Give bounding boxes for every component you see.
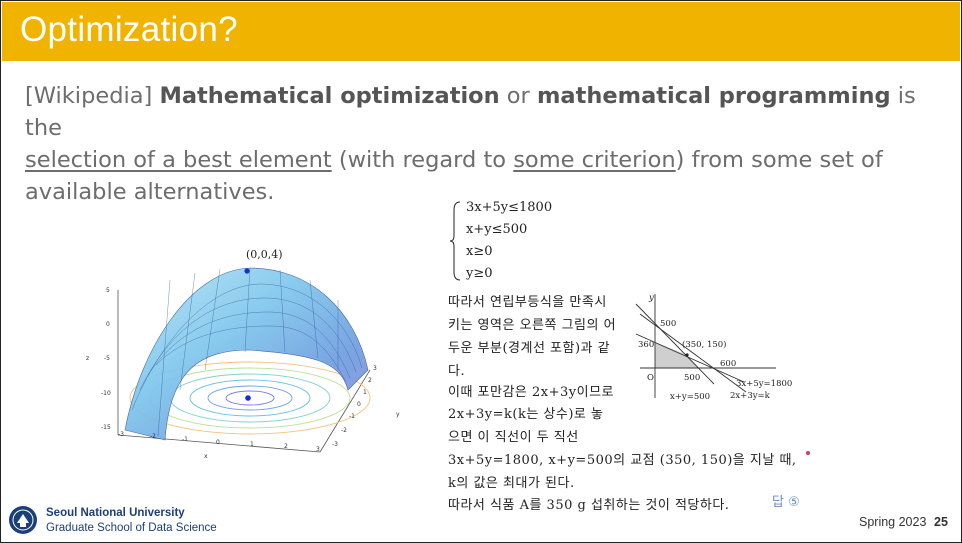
lp-line-3x5y: 3x+5y=1800 [736, 379, 792, 389]
y-tick: 1 [363, 389, 367, 396]
inequality-2: x+y≤500 [466, 222, 528, 237]
answer-badge: 답 ⑤ [772, 495, 800, 510]
snu-logo-icon [9, 506, 37, 534]
text-line: 따라서 연립부등식을 만족시 [448, 295, 607, 310]
university-name: Seoul National University [46, 507, 185, 519]
lp-origin: O [647, 373, 654, 383]
def-term-programming: mathematical programming [536, 83, 891, 109]
page-number: 25 [934, 515, 948, 529]
lp-label-600: 600 [720, 359, 736, 369]
y-tick: 2 [368, 377, 372, 384]
z-tick: -15 [101, 424, 111, 431]
x-tick: 3 [316, 446, 320, 453]
school-name: Graduate School of Data Science [46, 522, 217, 534]
z-tick: -5 [104, 355, 110, 362]
y-tick: 3 [373, 365, 377, 372]
y-tick: 0 [357, 401, 361, 408]
text-line: 두운 부분(경계선 포함)과 같 [448, 341, 611, 356]
peak-label: (0,0,4) [246, 248, 283, 261]
surface-plot: (0,0,4) 5 0 -5 -10 -15 z -3 -2 -1 0 1 2 … [86, 248, 400, 460]
z-tick: -10 [101, 390, 111, 397]
lp-label-360: 360 [638, 340, 654, 350]
brace [450, 201, 461, 281]
text-line: 다. [448, 364, 466, 379]
annotation-dot [806, 451, 810, 455]
text-line: 3x+5y=1800, x+y=500의 교점 (350, 150)을 지날 때… [448, 453, 797, 468]
title-bar: Optimization? [2, 2, 960, 61]
def-or: or [499, 83, 537, 109]
inequality-1: 3x+5y≤1800 [466, 200, 553, 215]
def-mid: (with regard to [331, 147, 514, 173]
def-underline-selection: selection of a best element [25, 147, 332, 173]
x-tick: 0 [216, 439, 220, 446]
lp-point-label: (350, 150) [682, 339, 726, 350]
slide-title: Optimization? [20, 10, 238, 49]
def-term-optimization: Mathematical optimization [159, 83, 500, 109]
lp-label-500-x: 500 [684, 373, 700, 383]
lp-label-500-y: 500 [660, 319, 676, 329]
y-tick: -2 [341, 427, 347, 434]
lp-y-axis: y [648, 293, 654, 303]
text-line: 이때 포만감은 2x+3y이므로 [448, 385, 615, 400]
text-line: k의 값은 최대가 된다. [448, 476, 575, 491]
z-axis-label: z [86, 355, 89, 362]
definition-text: [Wikipedia] Mathematical optimization or… [25, 80, 945, 208]
inequality-3: x≥0 [466, 244, 493, 259]
y-tick: -3 [332, 441, 338, 448]
x-tick: 2 [284, 443, 288, 450]
def-source: [Wikipedia] [25, 83, 153, 109]
text-line: 으면 이 직선이 두 직선 [448, 430, 579, 445]
def-end: ) from some set of available alternative… [25, 147, 883, 205]
def-is: is the [25, 83, 916, 141]
x-tick: 1 [250, 441, 254, 448]
footer-term: Spring 2023 [859, 515, 927, 529]
x-tick: -1 [182, 436, 188, 443]
text-line: 2x+3y=k(k는 상수)로 놓 [448, 407, 604, 422]
y-axis-label: y [396, 411, 400, 418]
lp-line-xy: x+y=500 [670, 392, 710, 402]
inequality-4: y≥0 [466, 266, 493, 281]
x-tick: -2 [150, 433, 156, 440]
z-tick: 0 [106, 321, 110, 328]
y-tick: -1 [349, 413, 355, 420]
text-line: 키는 영역은 오른쪽 그림의 어 [448, 318, 617, 333]
feasible-region-graph: y 500 360 (350, 150) 600 O 500 3x+5y=180… [635, 293, 792, 402]
x-axis-label: x [204, 453, 208, 460]
x-tick: -3 [118, 431, 124, 438]
lp-line-2x3y: 2x+3y=k [730, 391, 771, 401]
def-underline-criterion: some criterion [513, 147, 676, 173]
text-line: 따라서 식품 A를 350 g 섭취하는 것이 적당하다. [448, 498, 730, 513]
z-tick: 5 [106, 287, 110, 294]
